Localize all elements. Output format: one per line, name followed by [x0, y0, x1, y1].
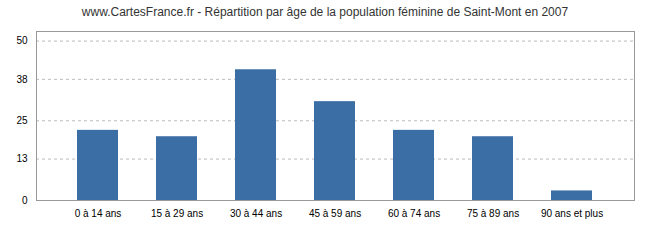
- svg-text:30 à 44 ans: 30 à 44 ans: [230, 208, 282, 219]
- svg-text:13: 13: [16, 153, 28, 164]
- svg-text:0: 0: [22, 195, 28, 206]
- svg-text:60 à 74 ans: 60 à 74 ans: [388, 208, 440, 219]
- svg-text:0 à 14 ans: 0 à 14 ans: [75, 208, 122, 219]
- html-text:www.CartesFrance.fr - Répartit: www.CartesFrance.fr - Répartition par âg…: [81, 5, 569, 19]
- svg-text:90 ans et plus: 90 ans et plus: [541, 208, 603, 219]
- svg-text:75 à 89 ans: 75 à 89 ans: [467, 208, 519, 219]
- svg-text:15 à 29 ans: 15 à 29 ans: [151, 208, 203, 219]
- svg-text:45 à 59 ans: 45 à 59 ans: [309, 208, 361, 219]
- svg-text:50: 50: [16, 35, 28, 46]
- svg-text:38: 38: [16, 74, 28, 85]
- svg-text:25: 25: [16, 115, 28, 126]
